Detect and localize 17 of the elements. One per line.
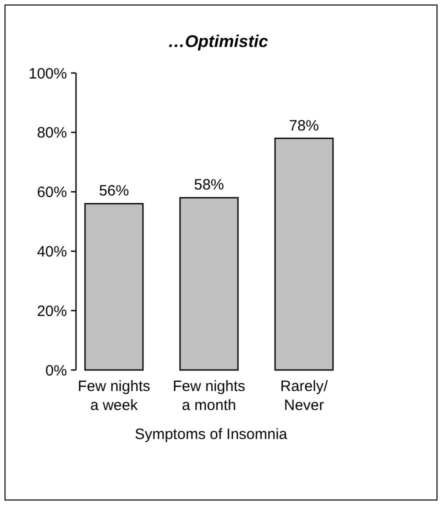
data-label: 58%: [194, 176, 224, 194]
y-tick-label: 60%: [36, 184, 67, 202]
x-tick-label: Rarely/ Never: [280, 378, 329, 414]
data-label: 56%: [98, 182, 129, 200]
y-tick-label: 20%: [36, 302, 67, 320]
x-tick-label: Few nights a month: [172, 378, 246, 414]
data-label: 78%: [289, 117, 320, 134]
x-tick-label: Few nights a week: [78, 378, 150, 414]
y-tick-label: 40%: [36, 243, 67, 260]
bar: [274, 138, 334, 371]
y-tick-label: 0%: [45, 362, 67, 380]
chart-title: …Optimistic: [168, 32, 269, 51]
bar: [84, 203, 144, 371]
bar: [179, 197, 239, 371]
y-tick-label: 100%: [28, 65, 67, 82]
x-axis-title: Symptoms of Insomnia: [134, 426, 288, 443]
y-tick-label: 80%: [36, 124, 67, 142]
